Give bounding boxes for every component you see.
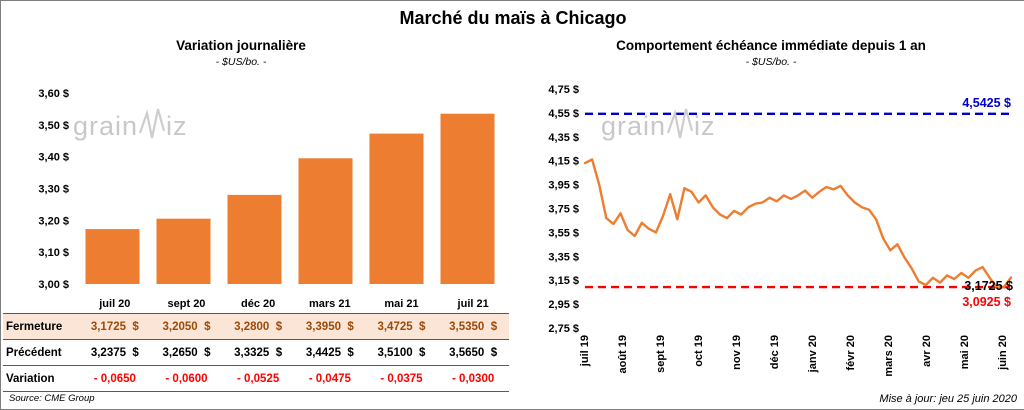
svg-text:4,5425 $: 4,5425 $ bbox=[962, 96, 1011, 110]
col-header-mars21: mars 21 bbox=[309, 298, 351, 310]
table-cell: 3,2050 $ bbox=[150, 313, 223, 340]
page-title: Marché du maïs à Chicago bbox=[399, 8, 627, 28]
right-chart-title: Comportement échéance immédiate depuis 1… bbox=[616, 38, 926, 53]
table-header-row: juil 20 sept 20 déc 20 mars 21 mai 21 ju… bbox=[3, 291, 509, 314]
svg-text:3,75 $: 3,75 $ bbox=[548, 204, 579, 216]
svg-text:3,1725 $: 3,1725 $ bbox=[964, 279, 1013, 293]
svg-text:janv 20: janv 20 bbox=[807, 335, 819, 373]
source-note: Source: CME Group bbox=[9, 393, 95, 404]
svg-text:juin 20: juin 20 bbox=[997, 335, 1009, 371]
grainwiz-zigzag-icon bbox=[667, 108, 694, 139]
table-cell: - 0,0475 bbox=[293, 365, 366, 392]
update-note: Mise à jour: jeu 25 juin 2020 bbox=[879, 393, 1017, 405]
table-cell: 3,2800 $ bbox=[222, 313, 294, 340]
table-cell: 3,5650 $ bbox=[437, 339, 509, 366]
watermark-text-iz: iz bbox=[694, 111, 716, 141]
svg-text:4,55 $: 4,55 $ bbox=[548, 108, 579, 120]
grainwiz-watermark: grain iz bbox=[73, 107, 188, 140]
svg-text:oct 19: oct 19 bbox=[693, 335, 705, 367]
grainwiz-zigzag-icon bbox=[139, 108, 166, 139]
watermark-text-grain: grain bbox=[73, 111, 139, 141]
svg-text:3,35 $: 3,35 $ bbox=[548, 251, 579, 263]
svg-text:4,15 $: 4,15 $ bbox=[548, 156, 579, 168]
corner-cell bbox=[3, 291, 79, 314]
svg-text:3,40 $: 3,40 $ bbox=[38, 152, 69, 164]
table-cell: 3,4725 $ bbox=[365, 313, 438, 340]
table-cell: 3,4425 $ bbox=[293, 339, 366, 366]
svg-text:2,75 $: 2,75 $ bbox=[548, 323, 579, 335]
svg-text:2,95 $: 2,95 $ bbox=[548, 299, 579, 311]
col-header-juil20: juil 20 bbox=[99, 298, 131, 310]
svg-text:3,10 $: 3,10 $ bbox=[38, 247, 69, 259]
svg-text:3,00 $: 3,00 $ bbox=[38, 279, 69, 291]
col-header-mai21: mai 21 bbox=[384, 298, 419, 310]
svg-text:sept 19: sept 19 bbox=[655, 335, 667, 373]
svg-text:3,55 $: 3,55 $ bbox=[548, 227, 579, 239]
svg-text:3,95 $: 3,95 $ bbox=[548, 180, 579, 192]
svg-text:févr 20: févr 20 bbox=[845, 335, 857, 370]
watermark-text-grain: grain bbox=[601, 111, 667, 141]
svg-text:4,35 $: 4,35 $ bbox=[548, 132, 579, 144]
left-chart-title: Variation journalière bbox=[176, 38, 306, 53]
col-header-juil21: juil 21 bbox=[457, 298, 489, 310]
table-cell: 3,2650 $ bbox=[150, 339, 223, 366]
watermark-text-iz: iz bbox=[166, 111, 188, 141]
table-cell: - 0,0650 bbox=[79, 365, 151, 392]
svg-text:déc 19: déc 19 bbox=[769, 335, 781, 369]
svg-text:mars 20: mars 20 bbox=[883, 335, 895, 377]
col-header-dec20: déc 20 bbox=[241, 298, 276, 310]
svg-text:3,0925 $: 3,0925 $ bbox=[962, 295, 1011, 309]
table-cell: - 0,0600 bbox=[150, 365, 223, 392]
svg-text:mai 20: mai 20 bbox=[959, 335, 971, 369]
svg-text:juil 19: juil 19 bbox=[579, 335, 591, 367]
svg-text:3,60 $: 3,60 $ bbox=[38, 88, 69, 100]
row-label-precedent: Précédent bbox=[3, 339, 79, 366]
svg-text:4,75 $: 4,75 $ bbox=[548, 84, 579, 96]
table-cell: 3,5100 $ bbox=[365, 339, 438, 366]
svg-text:3,50 $: 3,50 $ bbox=[38, 120, 69, 132]
price-table: juil 20 sept 20 déc 20 mars 21 mai 21 ju… bbox=[3, 291, 509, 392]
table-cell: 3,5350 $ bbox=[437, 313, 509, 340]
left-chart-subtitle: - $US/bo. - bbox=[215, 56, 267, 68]
table-cell: 3,2375 $ bbox=[79, 339, 151, 366]
table-cell: - 0,0375 bbox=[365, 365, 438, 392]
table-cell: 3,3325 $ bbox=[222, 339, 294, 366]
svg-text:août 19: août 19 bbox=[617, 335, 629, 374]
row-label-fermeture: Fermeture bbox=[3, 313, 79, 340]
row-label-variation: Variation bbox=[3, 365, 79, 392]
table-cell: - 0,0525 bbox=[222, 365, 294, 392]
col-header-sept20: sept 20 bbox=[167, 298, 206, 310]
grainwiz-watermark: grain iz bbox=[601, 107, 716, 140]
table-cell: - 0,0300 bbox=[437, 365, 509, 392]
svg-text:3,15 $: 3,15 $ bbox=[548, 275, 579, 287]
bar-chart: 3,00 $ 3,10 $ 3,20 $ 3,30 $ 3,40 $ 3,50 $ 3,60… bbox=[38, 88, 495, 291]
svg-text:3,20 $: 3,20 $ bbox=[38, 215, 69, 227]
line-chart: 2,75 $ 2,95 $ 3,15 $ 3,35 $ 3,55 $ 3,75 $ 3,95… bbox=[548, 84, 1013, 377]
svg-text:3,30 $: 3,30 $ bbox=[38, 184, 69, 196]
right-chart-subtitle: - $US/bo. - bbox=[745, 56, 797, 68]
svg-text:nov 19: nov 19 bbox=[731, 335, 743, 370]
table-row-fermeture: Fermeture 3,1725 $ 3,2050 $ 3,2800 $ 3,3… bbox=[3, 313, 509, 340]
svg-text:avr 20: avr 20 bbox=[921, 335, 933, 367]
table-cell: 3,3950 $ bbox=[293, 313, 366, 340]
table-cell: 3,1725 $ bbox=[79, 313, 151, 340]
table-row-variation: Variation - 0,0650 - 0,0600 - 0,0525 - 0… bbox=[3, 365, 509, 392]
table-row-precedent: Précédent 3,2375 $ 3,2650 $ 3,3325 $ 3,4… bbox=[3, 339, 509, 366]
